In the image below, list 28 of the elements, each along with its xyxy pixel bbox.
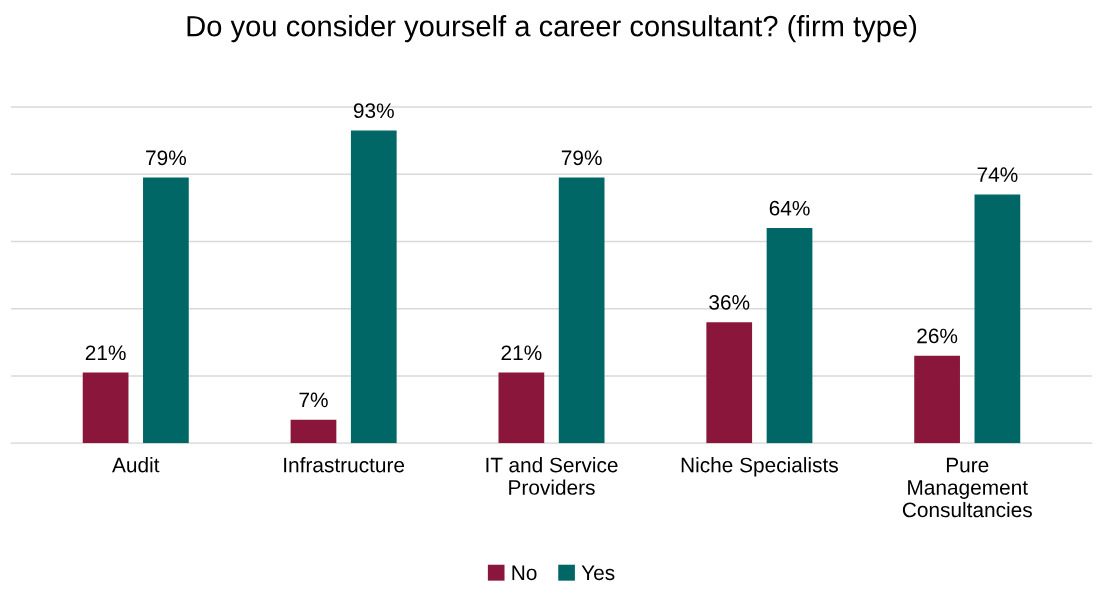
x-tick-label: IT and Service Providers bbox=[486, 457, 618, 495]
bar bbox=[498, 372, 545, 444]
bar bbox=[914, 355, 960, 444]
bar bbox=[290, 419, 337, 444]
data-label: 74% bbox=[977, 167, 1018, 182]
bar bbox=[706, 322, 753, 444]
data-label: 93% bbox=[353, 103, 394, 119]
bar bbox=[558, 177, 605, 444]
bar bbox=[143, 177, 189, 444]
data-label: 26% bbox=[917, 328, 958, 344]
x-tick-label: Infrastructure bbox=[284, 457, 405, 473]
data-label: 79% bbox=[561, 150, 602, 166]
legend-label: Yes bbox=[581, 565, 615, 581]
bar bbox=[766, 228, 813, 444]
data-label: 21% bbox=[501, 345, 542, 361]
x-tick-label: Pure Management Consultancies bbox=[902, 457, 1032, 518]
bar bbox=[974, 194, 1021, 444]
data-label: 21% bbox=[85, 345, 126, 361]
data-label: 36% bbox=[709, 294, 750, 310]
x-tick-label: Audit bbox=[112, 457, 160, 473]
bar bbox=[82, 372, 129, 444]
legend-label: No bbox=[512, 565, 537, 581]
data-label: 79% bbox=[146, 150, 186, 166]
data-label: 64% bbox=[769, 200, 810, 216]
x-tick-label: Niche Specialists bbox=[681, 457, 838, 477]
bar bbox=[350, 130, 397, 444]
chart-title: Do you consider yourself a career consultant? (firm type) bbox=[187, 15, 917, 43]
data-label: 7% bbox=[299, 392, 328, 408]
